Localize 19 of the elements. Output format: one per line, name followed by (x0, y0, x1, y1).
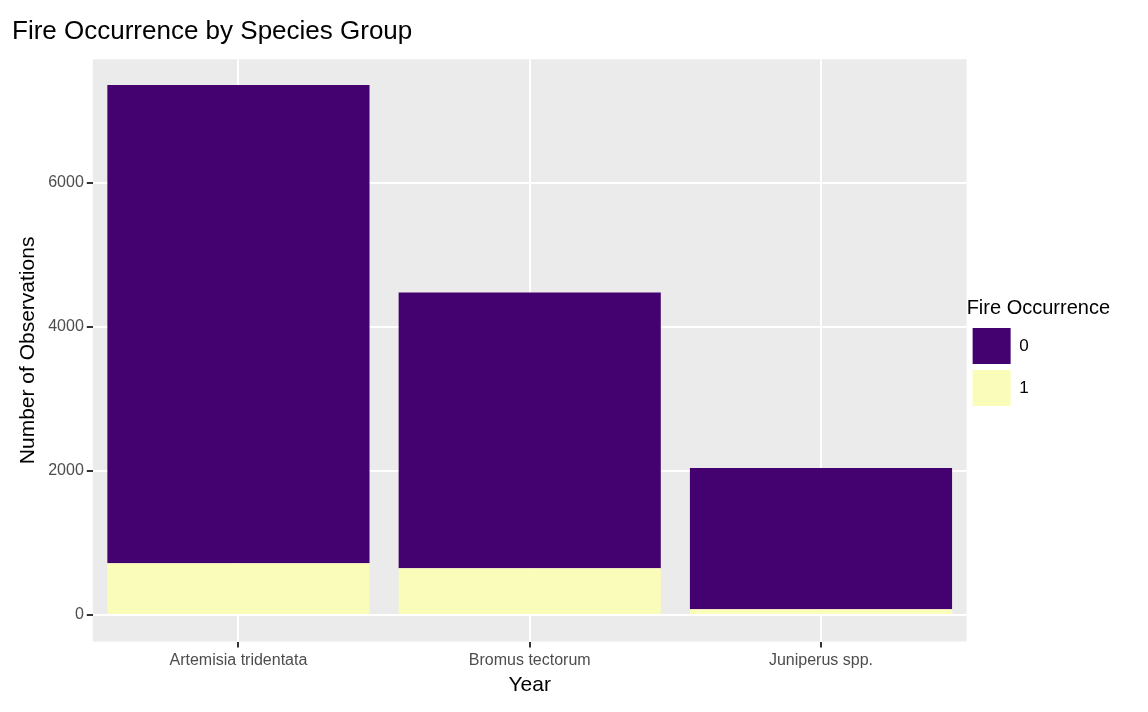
legend-label: 1 (1019, 377, 1029, 397)
x-tick-label: Artemisia tridentata (169, 650, 308, 668)
x-axis-title: Year (508, 672, 551, 696)
legend-label: 0 (1019, 335, 1029, 355)
bar (689, 468, 953, 610)
x-tick-label: Bromus tectorum (468, 650, 591, 668)
x-tick-label: Juniperus spp. (768, 650, 874, 668)
y-tick-label: 2000 (48, 461, 84, 479)
bar (107, 85, 370, 564)
y-tick-label: 6000 (48, 173, 84, 191)
bar (689, 609, 953, 614)
legend-title: Fire Occurrence (966, 295, 1111, 318)
bar (107, 563, 370, 614)
y-tick-label: 4000 (48, 317, 84, 335)
bar (398, 568, 661, 614)
chart-title: Fire Occurrence by Species Group (12, 14, 413, 45)
bar (398, 292, 661, 569)
y-axis-title: Number of Observations (15, 236, 39, 465)
y-tick-label: 0 (74, 605, 84, 623)
